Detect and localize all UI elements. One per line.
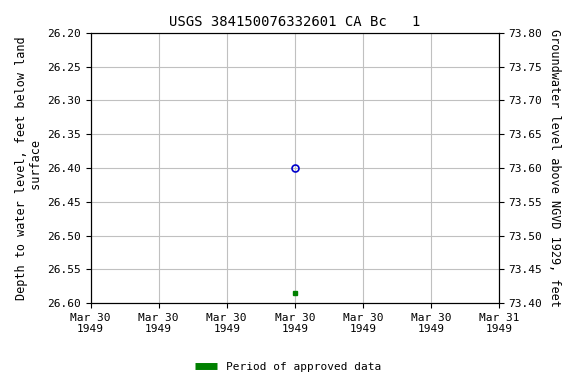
- Y-axis label: Groundwater level above NGVD 1929, feet: Groundwater level above NGVD 1929, feet: [548, 29, 561, 307]
- Title: USGS 384150076332601 CA Bc   1: USGS 384150076332601 CA Bc 1: [169, 15, 420, 29]
- Legend: Period of approved data: Period of approved data: [191, 358, 385, 377]
- Y-axis label: Depth to water level, feet below land
 surface: Depth to water level, feet below land su…: [15, 36, 43, 300]
